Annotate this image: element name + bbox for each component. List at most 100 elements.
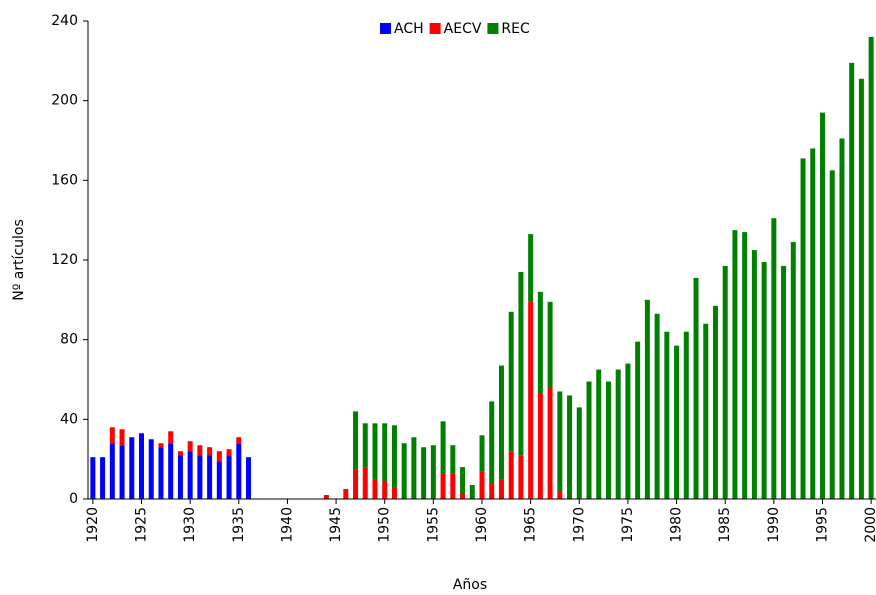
y-tick-label: 0 <box>69 491 78 507</box>
bar-segment <box>596 369 602 499</box>
bar-segment <box>158 443 164 448</box>
bar-segment <box>226 455 232 499</box>
bar-segment <box>139 433 145 499</box>
bar-segment <box>372 479 378 499</box>
legend-swatch <box>380 23 391 34</box>
bar-segment <box>829 170 835 499</box>
x-tick-label: 1970 <box>571 507 587 543</box>
x-tick-label: 1990 <box>766 507 782 543</box>
bar-segment <box>90 457 96 499</box>
bar-segment <box>421 447 427 499</box>
bar-segment <box>547 387 553 499</box>
bar-segment <box>508 451 514 499</box>
bar-segment <box>567 395 573 499</box>
x-tick-label: 1925 <box>134 507 150 543</box>
bar-segment <box>703 323 709 499</box>
bar-segment <box>469 485 475 499</box>
bar-segment <box>800 158 806 500</box>
bar-segment <box>450 473 456 499</box>
legend-swatch <box>487 23 499 34</box>
bar-segment <box>148 439 154 499</box>
bar-segment <box>712 305 718 499</box>
bar-segment <box>790 242 796 499</box>
legend-swatch <box>429 23 441 34</box>
bar-segment <box>683 331 689 499</box>
x-tick-label: 1960 <box>474 507 490 543</box>
bar-segment <box>751 250 757 499</box>
bar-segment <box>635 341 641 499</box>
bar-segment <box>129 437 135 499</box>
bar-segment <box>372 423 378 480</box>
bar-segment <box>207 455 213 499</box>
bar-segment <box>362 423 368 468</box>
bar-segment <box>547 301 553 388</box>
bar-segment <box>411 437 417 499</box>
bar-segment <box>537 393 543 499</box>
x-tick-label: 1930 <box>182 507 198 543</box>
x-axis-label: Años <box>453 577 487 593</box>
bar-segment <box>109 443 115 499</box>
x-tick-label: 1955 <box>425 507 441 543</box>
y-tick-label: 40 <box>60 411 78 427</box>
bar-segment <box>323 495 329 499</box>
y-tick-label: 80 <box>60 332 78 348</box>
bar-segment <box>187 451 193 499</box>
bar-segment <box>382 481 388 499</box>
bar-segment <box>819 112 825 499</box>
y-tick-label: 240 <box>51 13 78 29</box>
legend-label: REC <box>501 21 530 37</box>
bar-segment <box>440 473 446 499</box>
bar-segment <box>771 218 777 500</box>
bar-segment <box>537 291 543 394</box>
bar-segment <box>644 299 650 499</box>
bar-segment <box>654 313 660 499</box>
bar-segment <box>839 138 845 499</box>
bar-segment <box>460 493 466 499</box>
bar-segment <box>722 265 728 499</box>
bar-segment <box>216 451 222 462</box>
bar-segment <box>119 429 125 446</box>
x-tick-label: 2000 <box>863 507 876 543</box>
bar-segment <box>858 78 864 499</box>
bar-segment <box>401 443 407 499</box>
y-tick-label: 120 <box>51 252 78 268</box>
bar-segment <box>479 471 485 499</box>
bar-segment <box>460 467 466 494</box>
bar-segment <box>528 234 534 302</box>
bar-segment <box>849 62 855 499</box>
bar-segment <box>391 487 397 499</box>
bar-segment <box>761 261 767 499</box>
bar-segment <box>353 411 359 470</box>
bar-segment <box>498 479 504 499</box>
bar-segment <box>479 435 485 472</box>
bar-segment <box>450 445 456 474</box>
bar-segment <box>246 457 252 499</box>
bar-segment <box>576 407 582 499</box>
bar-segment <box>168 431 174 444</box>
bar-segment <box>177 455 183 499</box>
bar-segment <box>518 455 524 499</box>
bar-segment <box>236 437 242 444</box>
bar-segment <box>216 461 222 499</box>
y-tick-label: 200 <box>51 93 78 109</box>
x-tick-label: 1975 <box>620 507 636 543</box>
x-tick-label: 1980 <box>669 507 685 543</box>
bar-segment <box>810 148 816 499</box>
bar-segment <box>226 449 232 456</box>
bar-segment <box>674 345 680 499</box>
x-tick-label: 1945 <box>328 507 344 543</box>
bar-segment <box>100 457 106 499</box>
x-tick-label: 1950 <box>377 507 393 543</box>
bar-segment <box>732 230 738 499</box>
bar-segment <box>693 277 699 499</box>
x-tick-label: 1965 <box>523 507 539 543</box>
bar-segment <box>489 483 495 499</box>
bar-segment <box>518 271 524 456</box>
x-tick-label: 1985 <box>717 507 733 543</box>
bar-segment <box>781 265 787 499</box>
bar-segment <box>557 391 563 492</box>
bar-segment <box>508 311 514 452</box>
bar-segment <box>586 381 592 499</box>
y-tick-label: 160 <box>51 172 78 188</box>
